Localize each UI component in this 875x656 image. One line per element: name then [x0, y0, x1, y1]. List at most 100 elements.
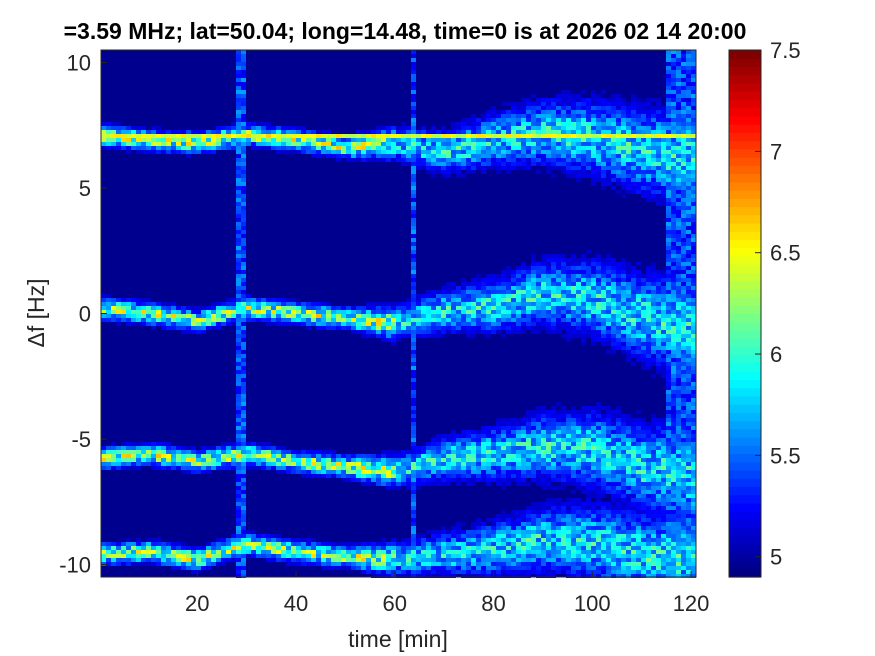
heatmap-cell [621, 350, 626, 354]
heatmap-cell [656, 278, 661, 282]
heatmap-cell [341, 154, 346, 158]
heatmap-cell [236, 138, 241, 142]
heatmap-cell [691, 146, 696, 150]
heatmap-cell [436, 138, 441, 142]
heatmap-cell [276, 446, 281, 450]
heatmap-cell [581, 342, 586, 346]
heatmap-cell [336, 462, 341, 466]
heatmap-cell [686, 370, 691, 374]
heatmap-cell [481, 162, 486, 166]
heatmap-cell [631, 338, 636, 342]
heatmap-cell [211, 446, 216, 450]
heatmap-cell [121, 126, 126, 130]
heatmap-cell [566, 110, 571, 114]
heatmap-cell [161, 310, 166, 314]
heatmap-cell [441, 318, 446, 322]
heatmap-cell [666, 170, 671, 174]
heatmap-cell [536, 142, 541, 146]
heatmap-cell [676, 386, 681, 390]
heatmap-cell [436, 434, 441, 438]
heatmap-cell [691, 418, 696, 422]
heatmap-cell [326, 154, 331, 158]
heatmap-cell [531, 114, 536, 118]
heatmap-cell [576, 258, 581, 262]
heatmap-cell [171, 134, 176, 138]
heatmap-cell [671, 310, 676, 314]
heatmap-cell [686, 362, 691, 366]
heatmap-cell [686, 74, 691, 78]
heatmap-cell [566, 126, 571, 130]
heatmap-cell [396, 310, 401, 314]
heatmap-cell [571, 162, 576, 166]
heatmap-cell [136, 302, 141, 306]
heatmap-cell [176, 150, 181, 154]
heatmap-cell [681, 354, 686, 358]
heatmap-cell [621, 482, 626, 486]
heatmap-cell [621, 422, 626, 426]
heatmap-cell [566, 90, 571, 94]
heatmap-cell [576, 474, 581, 478]
heatmap-cell [531, 290, 536, 294]
heatmap-cell [596, 166, 601, 170]
heatmap-cell [491, 302, 496, 306]
heatmap-cell [521, 466, 526, 470]
heatmap-cell [276, 458, 281, 462]
heatmap-cell [101, 122, 106, 126]
heatmap-cell [576, 266, 581, 270]
heatmap-cell [551, 314, 556, 318]
heatmap-cell [656, 350, 661, 354]
heatmap-cell [321, 150, 326, 154]
heatmap-cell [591, 458, 596, 462]
heatmap-cell [686, 58, 691, 62]
heatmap-cell [516, 442, 521, 446]
heatmap-cell [396, 334, 401, 338]
heatmap-cell [281, 322, 286, 326]
heatmap-cell [421, 146, 426, 150]
heatmap-cell [561, 126, 566, 130]
heatmap-cell [676, 434, 681, 438]
heatmap-cell [436, 322, 441, 326]
heatmap-cell [171, 466, 176, 470]
heatmap-cell [326, 474, 331, 478]
heatmap-cell [581, 430, 586, 434]
heatmap-cell [116, 130, 121, 134]
heatmap-cell [141, 146, 146, 150]
heatmap-cell [651, 342, 656, 346]
heatmap-cell [671, 458, 676, 462]
heatmap-cell [236, 214, 241, 218]
heatmap-cell [176, 318, 181, 322]
heatmap-cell [636, 114, 641, 118]
heatmap-cell [531, 478, 536, 482]
heatmap-cell [446, 458, 451, 462]
heatmap-cell [596, 326, 601, 330]
heatmap-cell [596, 318, 601, 322]
heatmap-cell [216, 138, 221, 142]
heatmap-cell [456, 298, 461, 302]
heatmap-cell [656, 362, 661, 366]
heatmap-cell [651, 302, 656, 306]
heatmap-cell [571, 422, 576, 426]
heatmap-cell [411, 446, 416, 450]
heatmap-cell [586, 282, 591, 286]
heatmap-cell [671, 322, 676, 326]
heatmap-cell [651, 322, 656, 326]
heatmap-cell [691, 374, 696, 378]
heatmap-cell [446, 146, 451, 150]
heatmap-cell [386, 330, 391, 334]
heatmap-cell [291, 470, 296, 474]
heatmap-cell [376, 130, 381, 134]
heatmap-cell [411, 362, 416, 366]
heatmap-cell [631, 314, 636, 318]
heatmap-cell [676, 366, 681, 370]
heatmap-cell [651, 98, 656, 102]
heatmap-cell [511, 318, 516, 322]
heatmap-cell [201, 150, 206, 154]
heatmap-cell [671, 174, 676, 178]
heatmap-cell [651, 294, 656, 298]
heatmap-cell [616, 318, 621, 322]
heatmap-cell [286, 298, 291, 302]
heatmap-cell [226, 130, 231, 134]
heatmap-cell [556, 102, 561, 106]
heatmap-cell [641, 442, 646, 446]
heatmap-cell [586, 150, 591, 154]
